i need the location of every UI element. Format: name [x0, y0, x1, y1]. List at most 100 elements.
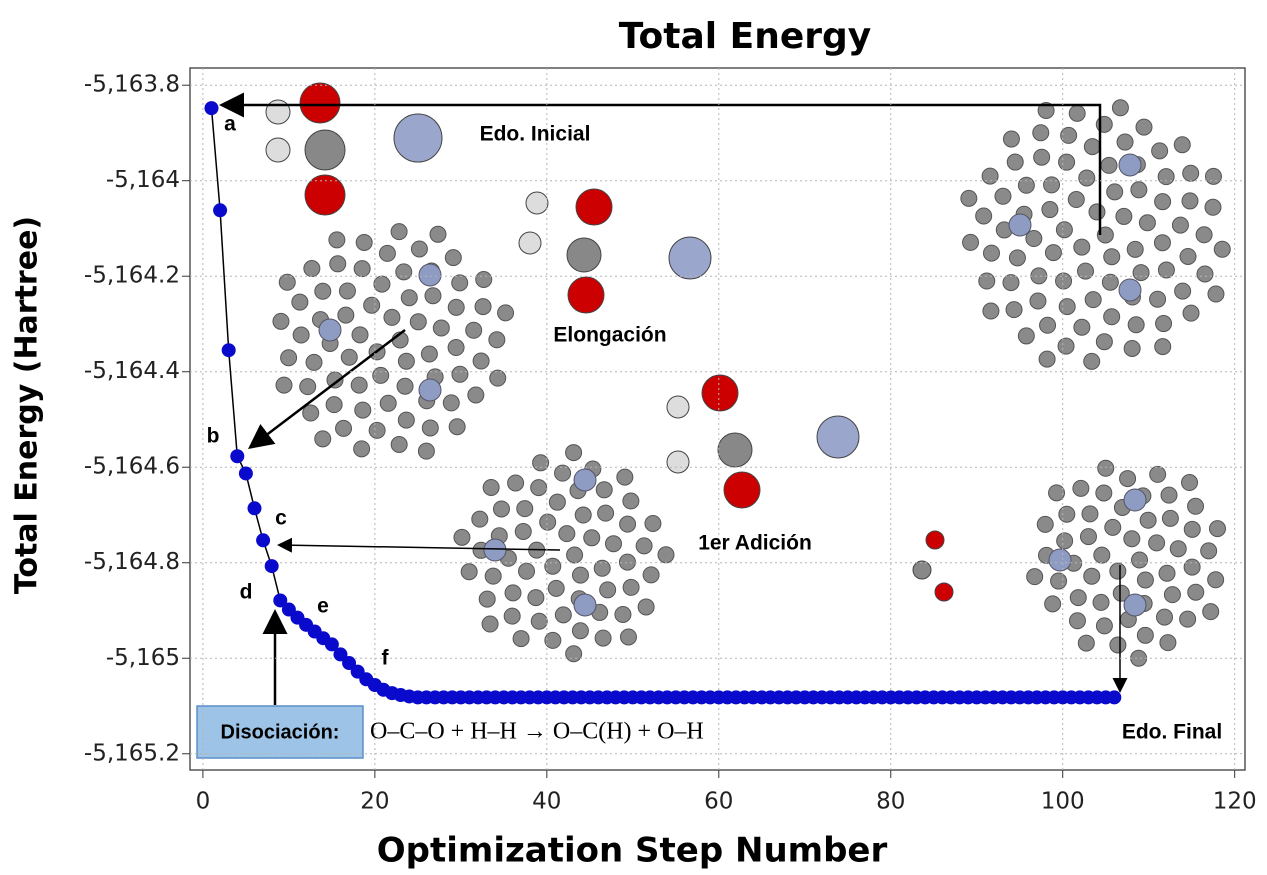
atom — [341, 349, 357, 365]
atom — [519, 232, 541, 254]
atom — [1154, 235, 1170, 251]
x-tick-label: 60 — [704, 789, 733, 815]
x-tick-label: 40 — [532, 789, 561, 815]
atom — [667, 451, 689, 473]
atom — [667, 396, 689, 418]
atom — [528, 590, 544, 606]
atom — [452, 366, 468, 382]
data-point — [204, 101, 218, 115]
x-tick-label: 0 — [196, 789, 211, 815]
annotation: O–C–O + H–H → O–C(H) + O–H — [370, 719, 704, 745]
atom — [1009, 214, 1031, 236]
y-axis-label: Total Energy (Hartree) — [10, 216, 45, 594]
atom — [1049, 549, 1071, 571]
atom — [396, 264, 412, 280]
atom — [559, 526, 575, 542]
atom — [303, 405, 319, 421]
atom — [498, 305, 514, 321]
atom — [300, 83, 340, 123]
atom — [1124, 340, 1140, 356]
annotation: Disociación: — [221, 721, 340, 743]
atom — [1089, 204, 1105, 220]
atom — [398, 353, 414, 369]
atom — [276, 377, 292, 393]
data-point — [265, 559, 279, 573]
data-point — [1107, 690, 1121, 704]
atom — [319, 319, 341, 341]
atom — [1003, 275, 1019, 291]
atom — [549, 494, 565, 510]
atom — [1042, 202, 1058, 218]
atom — [1180, 611, 1196, 627]
annotation: f — [382, 647, 390, 670]
atom — [281, 350, 297, 366]
atom — [339, 283, 355, 299]
atom — [1119, 279, 1141, 301]
atom — [1208, 572, 1224, 588]
atom — [1196, 227, 1212, 243]
atom — [448, 299, 464, 315]
atom — [476, 271, 492, 287]
atom — [448, 340, 464, 356]
atom — [702, 375, 738, 411]
atom — [540, 514, 556, 530]
atom — [330, 256, 346, 272]
atom — [1037, 516, 1053, 532]
data-point — [247, 501, 261, 515]
atom — [572, 567, 588, 583]
atom — [1027, 569, 1043, 585]
atom — [454, 529, 470, 545]
atom — [600, 582, 616, 598]
atom — [1096, 618, 1112, 634]
atom — [1132, 552, 1148, 568]
atom — [1006, 302, 1022, 318]
atom — [1105, 519, 1121, 535]
atom — [572, 623, 588, 639]
atom — [620, 516, 636, 532]
atom — [983, 245, 999, 261]
atom — [567, 547, 583, 563]
atom — [379, 245, 395, 261]
y-tick-label: -5,164.8 — [84, 549, 180, 575]
atom — [1093, 594, 1109, 610]
atom — [443, 395, 459, 411]
atom — [1044, 177, 1060, 193]
atom — [484, 539, 506, 561]
atom — [1155, 339, 1171, 355]
atom — [391, 224, 407, 240]
atom — [1120, 471, 1136, 487]
atom — [724, 472, 760, 508]
atom — [352, 327, 368, 343]
annotation: Elongación — [553, 324, 666, 347]
atom — [489, 332, 505, 348]
y-tick-label: -5,164.6 — [84, 454, 180, 480]
atom — [1082, 506, 1098, 522]
atom — [1030, 293, 1046, 309]
atom — [508, 475, 524, 491]
atom — [1157, 609, 1173, 625]
atom — [1045, 245, 1061, 261]
atom — [411, 241, 427, 257]
atom — [452, 275, 468, 291]
atom — [1069, 105, 1085, 121]
atom — [976, 208, 992, 224]
atom — [636, 538, 652, 554]
annotation: c — [275, 507, 287, 530]
atom — [519, 563, 535, 579]
atom — [461, 564, 477, 580]
atom — [479, 591, 495, 607]
atom — [1156, 316, 1172, 332]
atom — [1183, 165, 1199, 181]
atom — [266, 138, 290, 162]
atom — [410, 314, 426, 330]
atom — [1149, 535, 1165, 551]
atom — [1159, 565, 1175, 581]
atom — [574, 469, 596, 491]
atom — [433, 320, 449, 336]
atom — [1162, 510, 1178, 526]
atom — [548, 580, 564, 596]
atom — [466, 322, 482, 338]
atom — [1084, 353, 1100, 369]
atom — [1031, 268, 1047, 284]
atom — [1003, 131, 1019, 147]
